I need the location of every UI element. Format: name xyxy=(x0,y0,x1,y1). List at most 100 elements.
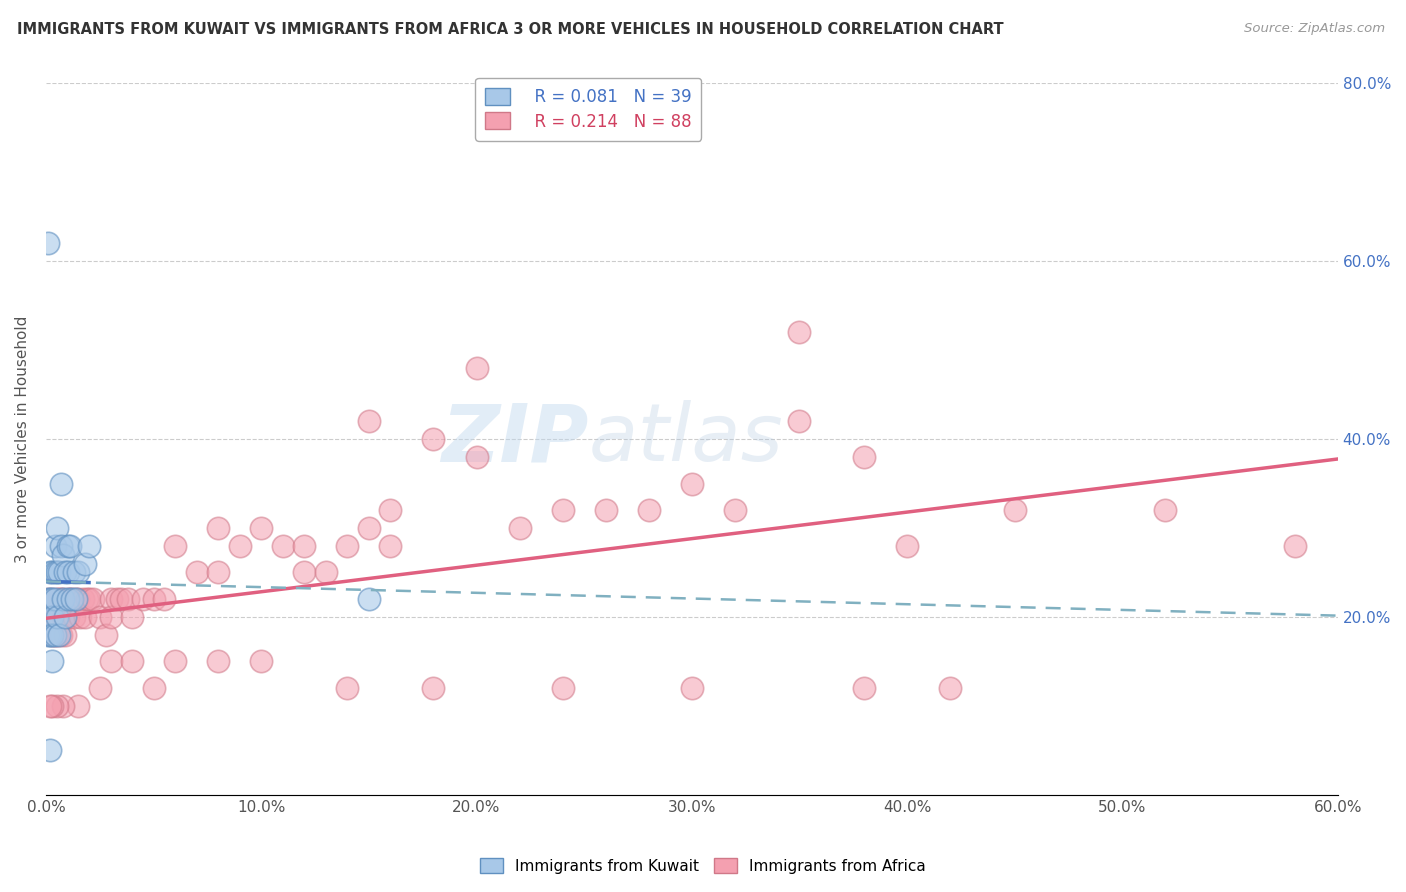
Point xyxy=(48,610,70,624)
Point xyxy=(207,654,229,668)
Point xyxy=(63,566,86,580)
Point xyxy=(45,628,67,642)
Point xyxy=(49,476,72,491)
Point xyxy=(41,592,63,607)
Point xyxy=(44,628,66,642)
Point xyxy=(105,592,128,607)
Point xyxy=(41,592,63,607)
Point xyxy=(45,610,67,624)
Point xyxy=(41,566,63,580)
Point xyxy=(789,326,811,340)
Point xyxy=(357,414,380,428)
Point xyxy=(39,610,62,624)
Point xyxy=(100,610,122,624)
Point xyxy=(789,414,811,428)
Point xyxy=(357,592,380,607)
Point xyxy=(315,566,337,580)
Point xyxy=(89,610,111,624)
Point xyxy=(39,698,62,713)
Point xyxy=(59,592,82,607)
Point xyxy=(56,539,79,553)
Point xyxy=(1154,503,1177,517)
Point xyxy=(250,521,273,535)
Point xyxy=(39,628,62,642)
Point xyxy=(896,539,918,553)
Point xyxy=(681,476,703,491)
Point xyxy=(49,628,72,642)
Point xyxy=(89,681,111,695)
Point xyxy=(56,592,79,607)
Point xyxy=(292,566,315,580)
Point xyxy=(271,539,294,553)
Point xyxy=(380,503,402,517)
Point xyxy=(77,539,100,553)
Point xyxy=(77,592,100,607)
Point xyxy=(48,592,70,607)
Legend: Immigrants from Kuwait, Immigrants from Africa: Immigrants from Kuwait, Immigrants from … xyxy=(474,852,932,880)
Point xyxy=(44,592,66,607)
Point xyxy=(76,592,98,607)
Point xyxy=(292,539,315,553)
Point xyxy=(422,681,444,695)
Point xyxy=(121,610,143,624)
Point xyxy=(681,681,703,695)
Point xyxy=(380,539,402,553)
Point xyxy=(153,592,176,607)
Point xyxy=(63,610,86,624)
Point xyxy=(465,450,488,464)
Point xyxy=(142,681,165,695)
Point xyxy=(41,698,63,713)
Point xyxy=(853,450,876,464)
Point xyxy=(45,521,67,535)
Point xyxy=(595,503,617,517)
Point xyxy=(48,628,70,642)
Point xyxy=(100,654,122,668)
Point xyxy=(45,566,67,580)
Point xyxy=(37,592,59,607)
Point xyxy=(110,592,132,607)
Point xyxy=(207,521,229,535)
Point xyxy=(853,681,876,695)
Point xyxy=(56,610,79,624)
Point xyxy=(60,592,83,607)
Point xyxy=(465,360,488,375)
Point xyxy=(117,592,139,607)
Point xyxy=(69,610,91,624)
Point xyxy=(37,236,59,251)
Point xyxy=(52,610,75,624)
Point xyxy=(44,566,66,580)
Point xyxy=(39,743,62,757)
Legend:   R = 0.081   N = 39,   R = 0.214   N = 88: R = 0.081 N = 39, R = 0.214 N = 88 xyxy=(475,78,702,141)
Point xyxy=(637,503,659,517)
Point xyxy=(73,610,96,624)
Y-axis label: 3 or more Vehicles in Household: 3 or more Vehicles in Household xyxy=(15,316,30,563)
Text: IMMIGRANTS FROM KUWAIT VS IMMIGRANTS FROM AFRICA 3 OR MORE VEHICLES IN HOUSEHOLD: IMMIGRANTS FROM KUWAIT VS IMMIGRANTS FRO… xyxy=(17,22,1004,37)
Point xyxy=(357,521,380,535)
Point xyxy=(96,628,118,642)
Point xyxy=(44,539,66,553)
Point xyxy=(73,557,96,571)
Point xyxy=(52,698,75,713)
Point xyxy=(422,432,444,446)
Point xyxy=(49,592,72,607)
Point xyxy=(250,654,273,668)
Point xyxy=(132,592,155,607)
Point xyxy=(65,592,87,607)
Point xyxy=(65,592,87,607)
Point xyxy=(39,566,62,580)
Point xyxy=(45,698,67,713)
Point xyxy=(52,592,75,607)
Point xyxy=(336,681,359,695)
Point xyxy=(60,592,83,607)
Point xyxy=(44,628,66,642)
Point xyxy=(53,566,76,580)
Point xyxy=(939,681,962,695)
Point xyxy=(39,610,62,624)
Point xyxy=(82,592,104,607)
Point xyxy=(45,592,67,607)
Point xyxy=(37,628,59,642)
Text: Source: ZipAtlas.com: Source: ZipAtlas.com xyxy=(1244,22,1385,36)
Point xyxy=(551,681,574,695)
Point xyxy=(67,698,90,713)
Point xyxy=(59,539,82,553)
